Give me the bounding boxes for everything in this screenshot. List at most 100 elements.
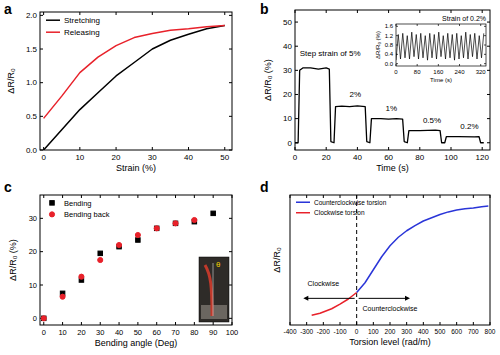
x-tick — [396, 64, 397, 66]
y-axis-label: ΔR/R₀ — [6, 68, 16, 94]
photo-strip — [205, 265, 212, 316]
x-tick — [175, 322, 176, 325]
x-tick-top — [213, 195, 214, 198]
x-tick-label: 100 — [368, 328, 379, 335]
x-tick-top — [482, 10, 483, 13]
point — [173, 221, 178, 226]
annotation: 0.5% — [423, 116, 441, 125]
x-tick-label: -100 — [333, 328, 346, 335]
x-tick — [119, 322, 120, 325]
point — [154, 226, 159, 231]
line — [312, 293, 357, 316]
y-tick-right — [229, 15, 232, 16]
legend-marker — [50, 201, 55, 206]
arrow — [359, 298, 406, 299]
x-axis-label: Torsion level (rad/m) — [349, 337, 431, 347]
x-tick-top — [62, 195, 63, 198]
x-tick — [323, 322, 324, 325]
x-axis-label: Bending angle (Deg) — [95, 338, 178, 348]
y-tick-right — [487, 118, 490, 119]
x-tick — [451, 147, 452, 150]
x-tick-label: 20 — [112, 153, 121, 162]
x-tick-label: 40 — [184, 153, 193, 162]
y-tick — [40, 251, 43, 252]
legend-line — [46, 31, 60, 33]
panel: 0801602403200.00.40.81.21.6Time (s)ΔR/R₀… — [375, 15, 486, 83]
x-tick — [290, 322, 291, 325]
x-tick-top — [357, 10, 358, 13]
legend-label: Stretching — [64, 16, 100, 25]
x-tick-label: 0 — [293, 153, 298, 162]
x-tick-label: 100 — [226, 328, 239, 337]
plot-frame — [40, 12, 232, 150]
x-tick-top — [295, 10, 296, 13]
x-tick-top — [438, 24, 439, 26]
x-tick — [406, 322, 407, 325]
panel-label: d — [260, 179, 269, 195]
y-axis-label: ΔR/R₀ (%) — [8, 239, 18, 281]
y-tick-label: 30 — [283, 66, 292, 75]
y-tick-label: 20 — [29, 247, 37, 256]
plot-frame — [290, 195, 490, 325]
figure: 010203040500.00.51.01.52.0Strain (%)ΔR/R… — [0, 0, 500, 355]
x-tick-top — [156, 195, 157, 198]
x-tick-label: 0 — [41, 153, 46, 162]
x-tick-label: 20 — [77, 328, 85, 337]
point — [154, 226, 159, 231]
y-axis-label: ΔR/R₀ (%) — [375, 31, 381, 59]
y-tick-right — [229, 318, 232, 319]
x-tick — [390, 322, 391, 325]
x-tick-top — [119, 195, 120, 198]
x-tick-label: -400 — [283, 328, 296, 335]
y-tick-right — [229, 218, 232, 219]
x-tick-label: 20 — [322, 153, 331, 162]
x-tick — [79, 147, 80, 150]
y-tick-right — [487, 94, 490, 95]
x-tick — [440, 322, 441, 325]
legend-marker — [49, 212, 54, 217]
point — [79, 274, 84, 279]
point — [98, 257, 103, 262]
plot-area — [44, 25, 225, 150]
legend-label: Counterclockwise torsion — [314, 199, 387, 206]
x-tick — [459, 64, 460, 66]
x-tick — [326, 147, 327, 150]
y-tick — [295, 46, 298, 47]
x-tick — [295, 147, 296, 150]
x-tick-top — [490, 195, 491, 198]
y-tick-right — [484, 45, 486, 46]
x-tick — [388, 147, 389, 150]
x-tick-label: 60 — [384, 153, 393, 162]
y-tick — [40, 150, 43, 151]
y-tick-label: 40 — [283, 42, 292, 51]
x-tick-label: 600 — [451, 328, 462, 335]
legend-line — [296, 212, 310, 214]
plot-area — [312, 195, 489, 325]
y-tick-right — [487, 46, 490, 47]
x-tick-top — [43, 195, 44, 198]
x-tick-label: 0 — [394, 69, 398, 75]
y-tick — [295, 22, 298, 23]
x-tick-top — [390, 195, 391, 198]
x-tick — [417, 64, 418, 66]
annotation: Clockwise — [308, 280, 340, 287]
y-tick-right — [229, 116, 232, 117]
y-tick-right — [487, 70, 490, 71]
y-tick-label: 0.4 — [385, 51, 394, 57]
x-tick — [213, 322, 214, 325]
x-tick-top — [100, 195, 101, 198]
y-tick-right — [484, 35, 486, 36]
x-tick — [188, 147, 189, 150]
x-tick-label: 50 — [220, 153, 229, 162]
x-tick-top — [396, 24, 397, 26]
y-tick — [295, 94, 298, 95]
y-tick — [295, 70, 298, 71]
panel: 02040608010012001020304050Time (s)ΔR/R₀ … — [260, 1, 490, 173]
y-axis-label: ΔR/R₀ (%) — [263, 59, 273, 101]
legend-label: Releasing — [64, 28, 100, 37]
legend-line — [46, 19, 60, 21]
x-tick — [306, 322, 307, 325]
x-tick — [480, 64, 481, 66]
x-tick-label: 40 — [115, 328, 123, 337]
plot-area — [295, 68, 484, 143]
